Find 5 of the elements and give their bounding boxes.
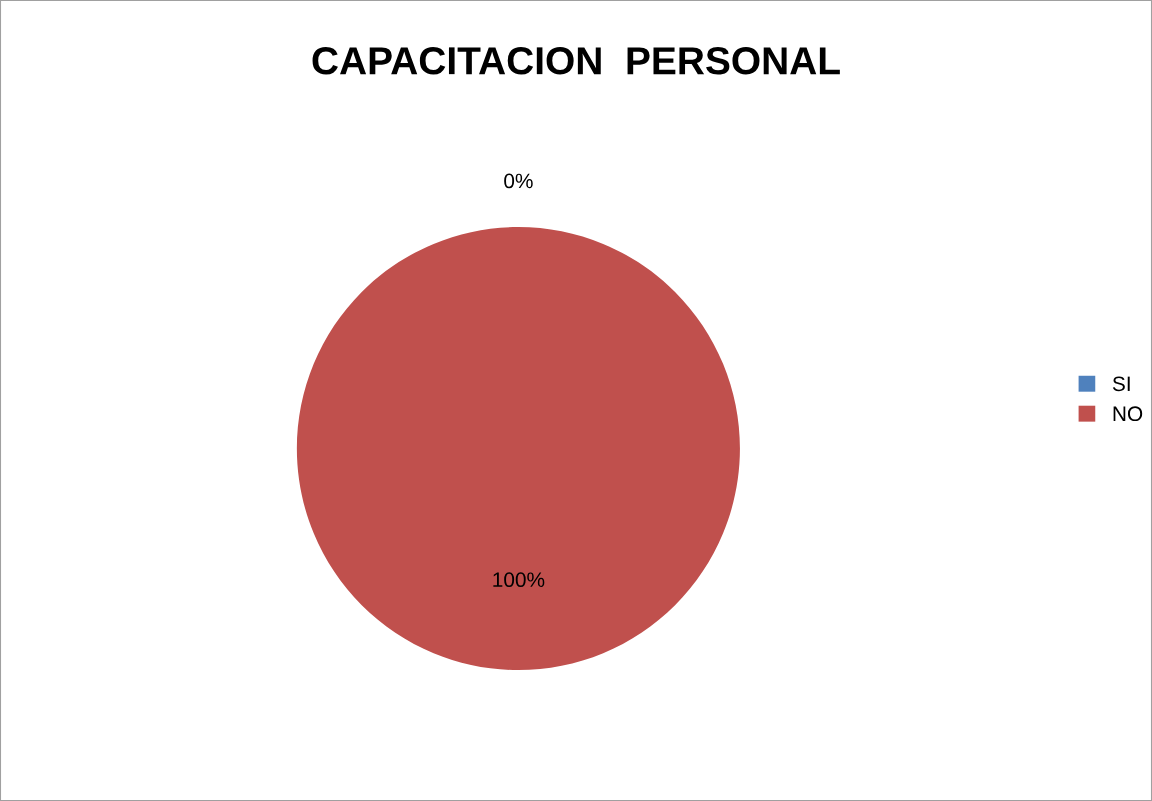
data-label: 100% [493, 572, 545, 588]
text: 0% [504, 173, 533, 189]
legend-label: SI [1112, 376, 1130, 392]
legend-label: NO [1113, 406, 1143, 422]
chart-title: CAPACITACION PERSONAL [312, 46, 840, 75]
